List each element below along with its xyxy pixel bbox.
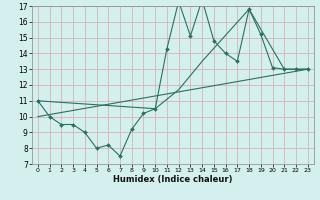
X-axis label: Humidex (Indice chaleur): Humidex (Indice chaleur): [113, 175, 233, 184]
